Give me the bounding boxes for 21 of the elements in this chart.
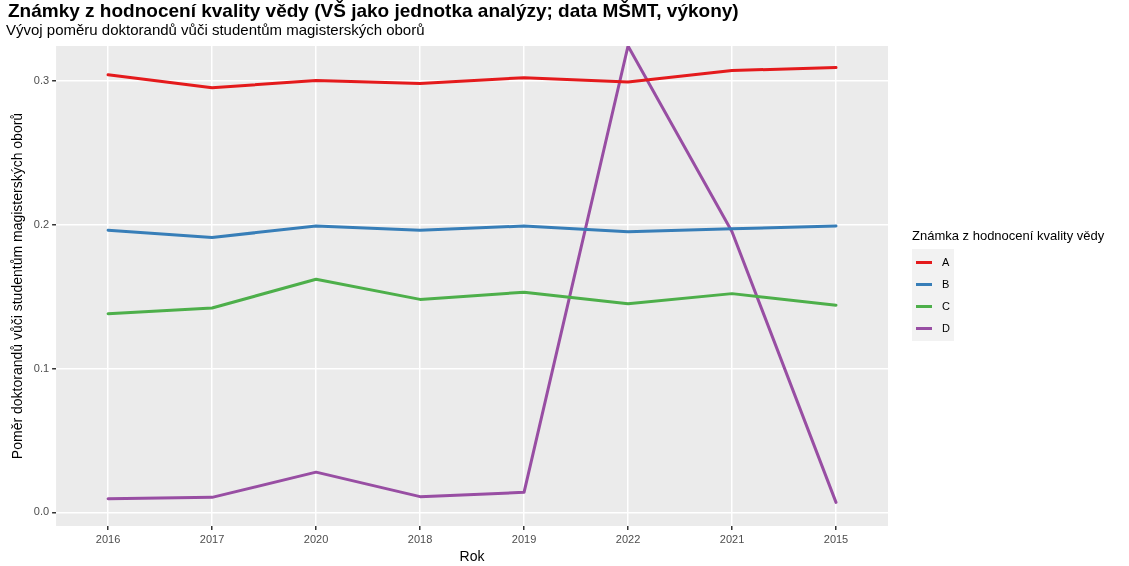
legend-label: D xyxy=(942,322,950,334)
legend-label: A xyxy=(942,256,950,268)
y-tick-label: 0.0 xyxy=(33,505,50,518)
legend-label: B xyxy=(942,278,950,290)
chart-title: Známky z hodnocení kvality vědy (VŠ jako jednotka analýzy; data MŠMT, výkony) xyxy=(7,0,740,22)
x-tick-label: 2015 xyxy=(823,532,849,545)
legend-title: Známka z hodnocení kvality vědy xyxy=(912,228,1105,243)
y-tick-label: 0.2 xyxy=(33,217,50,230)
x-tick-label: 2016 xyxy=(95,532,121,545)
x-tick-label: 2022 xyxy=(615,532,641,545)
y-tick-label: 0.1 xyxy=(33,361,50,374)
x-tick-label: 2021 xyxy=(719,532,745,545)
x-tick-label: 2020 xyxy=(303,532,329,545)
x-tick-label: 2017 xyxy=(199,532,225,545)
x-axis-title: Rok xyxy=(459,548,486,565)
y-axis-title: Poměr doktorandů vůči studentům magisterských oborů xyxy=(9,112,26,460)
chart-subtitle: Vývoj poměru doktorandů vůči studentům magisterských oborů xyxy=(6,21,425,39)
x-tick-label: 2018 xyxy=(407,532,433,545)
y-tick-label: 0.3 xyxy=(33,73,50,86)
x-tick-label: 2019 xyxy=(511,532,537,545)
legend-label: C xyxy=(942,300,950,312)
